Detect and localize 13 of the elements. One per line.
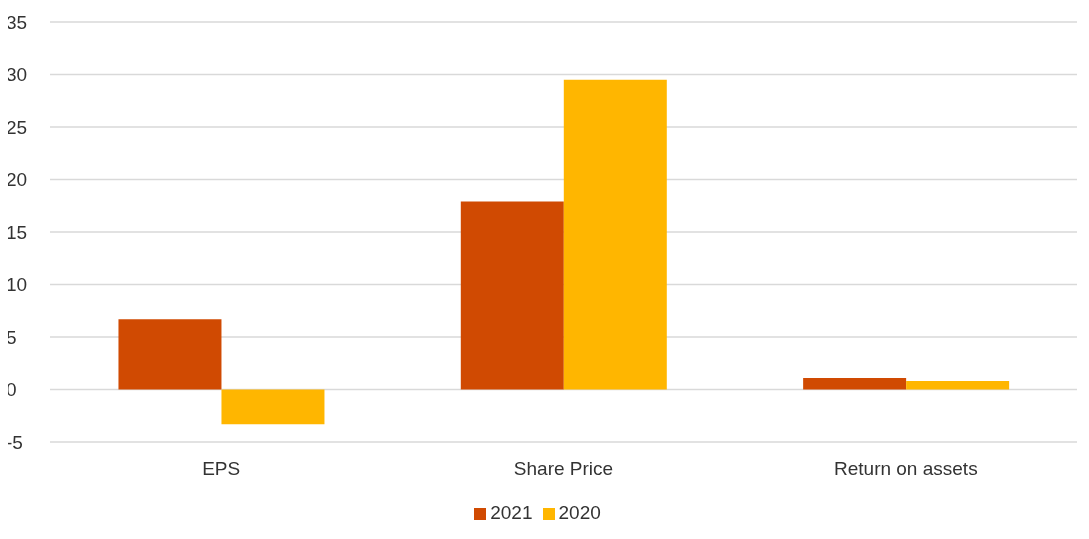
bar — [460, 201, 564, 390]
x-tick-label: Share Price — [513, 458, 614, 480]
bar — [906, 381, 1010, 390]
y-tick-label: 10 — [6, 274, 28, 296]
legend-label: 2020 — [558, 502, 601, 523]
bar — [221, 389, 325, 425]
x-tick-label: Return on assets — [834, 458, 978, 480]
bar — [563, 79, 667, 390]
bar — [118, 319, 222, 390]
x-tick-label: EPS — [202, 458, 241, 480]
y-tick-label: 15 — [6, 221, 28, 243]
bar — [803, 377, 907, 390]
legend-label: 2021 — [490, 502, 533, 523]
